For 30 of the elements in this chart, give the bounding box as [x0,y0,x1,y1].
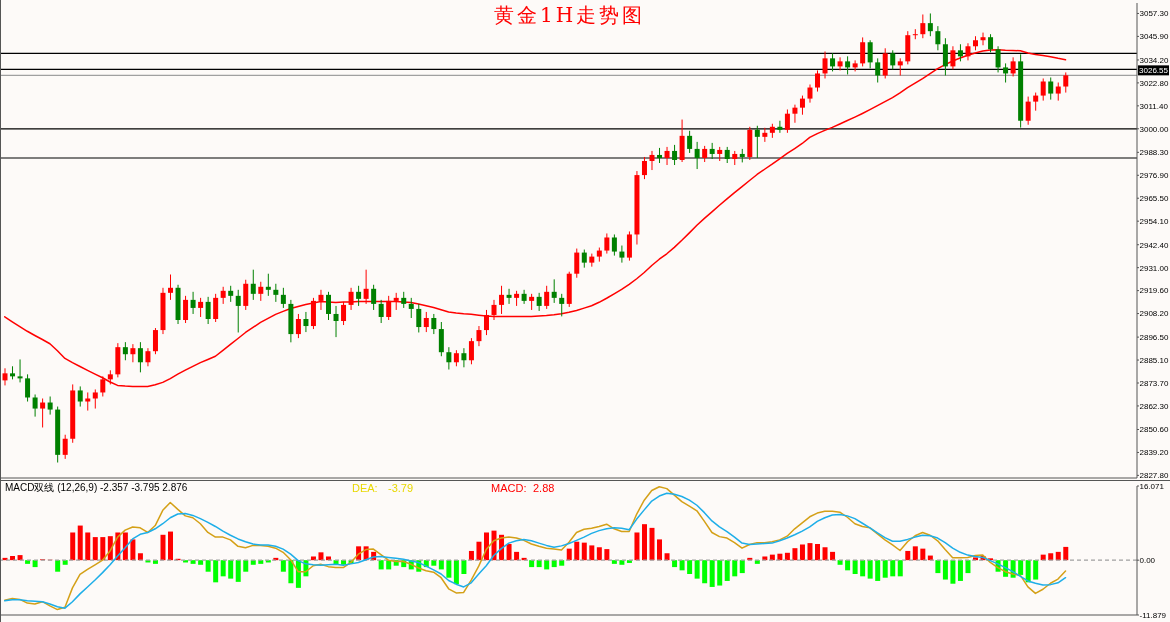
annotation: DEA: [352,482,378,495]
y-tick-label: 2862.30 [1139,401,1169,411]
y-tick-label: 3034.20 [1139,55,1169,65]
annotation: 2.88 [533,482,555,495]
y-tick-label: 2850.60 [1139,425,1169,435]
chart-title: MACD双线 (12,26,9) -2.357 -3.795 2.876 [5,482,188,494]
y-tick-label: 2873.70 [1139,378,1169,388]
y-tick-label: -11.879 [1139,610,1167,620]
y-tick-label: 3045.90 [1139,32,1169,42]
y-tick-label: 2976.90 [1139,171,1169,181]
y-tick-label: 3011.40 [1139,101,1169,111]
y-tick-label: 2839.20 [1139,448,1169,458]
y-tick-label: 2988.30 [1139,148,1169,158]
y-tick-label: 16.071 [1139,481,1165,491]
y-tick-label: 3000.00 [1139,124,1169,134]
y-tick-label: 2908.20 [1139,309,1169,319]
y-tick-label: 2919.60 [1139,286,1169,296]
y-tick-label: 0.00 [1139,556,1156,566]
annotation: MACD: [491,482,527,495]
y-tick-label: 2954.10 [1139,217,1169,227]
y-tick-label: 2965.50 [1139,194,1169,204]
y-tick-label: 2931.00 [1139,263,1169,273]
y-tick-label: 2942.40 [1139,240,1169,250]
y-tick-label: 2827.80 [1139,471,1169,481]
y-tick-label: 3057.30 [1139,9,1169,19]
y-tick-label: 3022.80 [1139,78,1169,88]
y-tick-label: 2896.50 [1139,332,1169,342]
y-tick-label: 2885.10 [1139,355,1169,365]
chart-title: 黄金1H走势图 [492,3,647,27]
annotation: -3.79 [388,482,414,495]
